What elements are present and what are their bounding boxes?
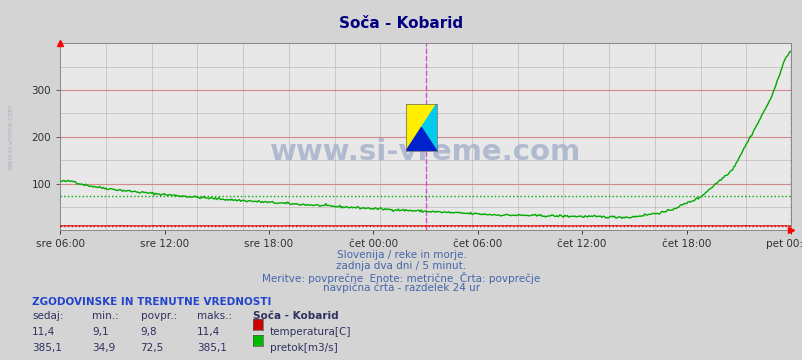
Text: Soča - Kobarid: Soča - Kobarid bbox=[253, 311, 338, 321]
Text: 11,4: 11,4 bbox=[32, 327, 55, 337]
Polygon shape bbox=[421, 104, 436, 151]
Polygon shape bbox=[406, 127, 421, 151]
Text: sedaj:: sedaj: bbox=[32, 311, 63, 321]
Text: 385,1: 385,1 bbox=[32, 343, 62, 353]
Text: Slovenija / reke in morje.: Slovenija / reke in morje. bbox=[336, 250, 466, 260]
Text: navpična črta - razdelek 24 ur: navpična črta - razdelek 24 ur bbox=[322, 283, 480, 293]
Text: 34,9: 34,9 bbox=[92, 343, 115, 353]
Text: povpr.:: povpr.: bbox=[140, 311, 176, 321]
Text: 72,5: 72,5 bbox=[140, 343, 164, 353]
Text: 385,1: 385,1 bbox=[196, 343, 226, 353]
Text: maks.:: maks.: bbox=[196, 311, 232, 321]
Text: 9,8: 9,8 bbox=[140, 327, 157, 337]
Text: 11,4: 11,4 bbox=[196, 327, 220, 337]
Text: Meritve: povprečne  Enote: metrične  Črta: povprečje: Meritve: povprečne Enote: metrične Črta:… bbox=[262, 272, 540, 284]
Text: temperatura[C]: temperatura[C] bbox=[269, 327, 350, 337]
Polygon shape bbox=[406, 127, 436, 151]
Text: pretok[m3/s]: pretok[m3/s] bbox=[269, 343, 337, 353]
Text: 9,1: 9,1 bbox=[92, 327, 109, 337]
Text: Soča - Kobarid: Soča - Kobarid bbox=[339, 16, 463, 31]
Text: zadnja dva dni / 5 minut.: zadnja dva dni / 5 minut. bbox=[336, 261, 466, 271]
Polygon shape bbox=[406, 104, 436, 127]
Text: www.si-vreme.com: www.si-vreme.com bbox=[269, 138, 581, 166]
Text: ZGODOVINSKE IN TRENUTNE VREDNOSTI: ZGODOVINSKE IN TRENUTNE VREDNOSTI bbox=[32, 297, 271, 307]
Text: min.:: min.: bbox=[92, 311, 119, 321]
Text: www.si-vreme.com: www.si-vreme.com bbox=[7, 104, 14, 170]
